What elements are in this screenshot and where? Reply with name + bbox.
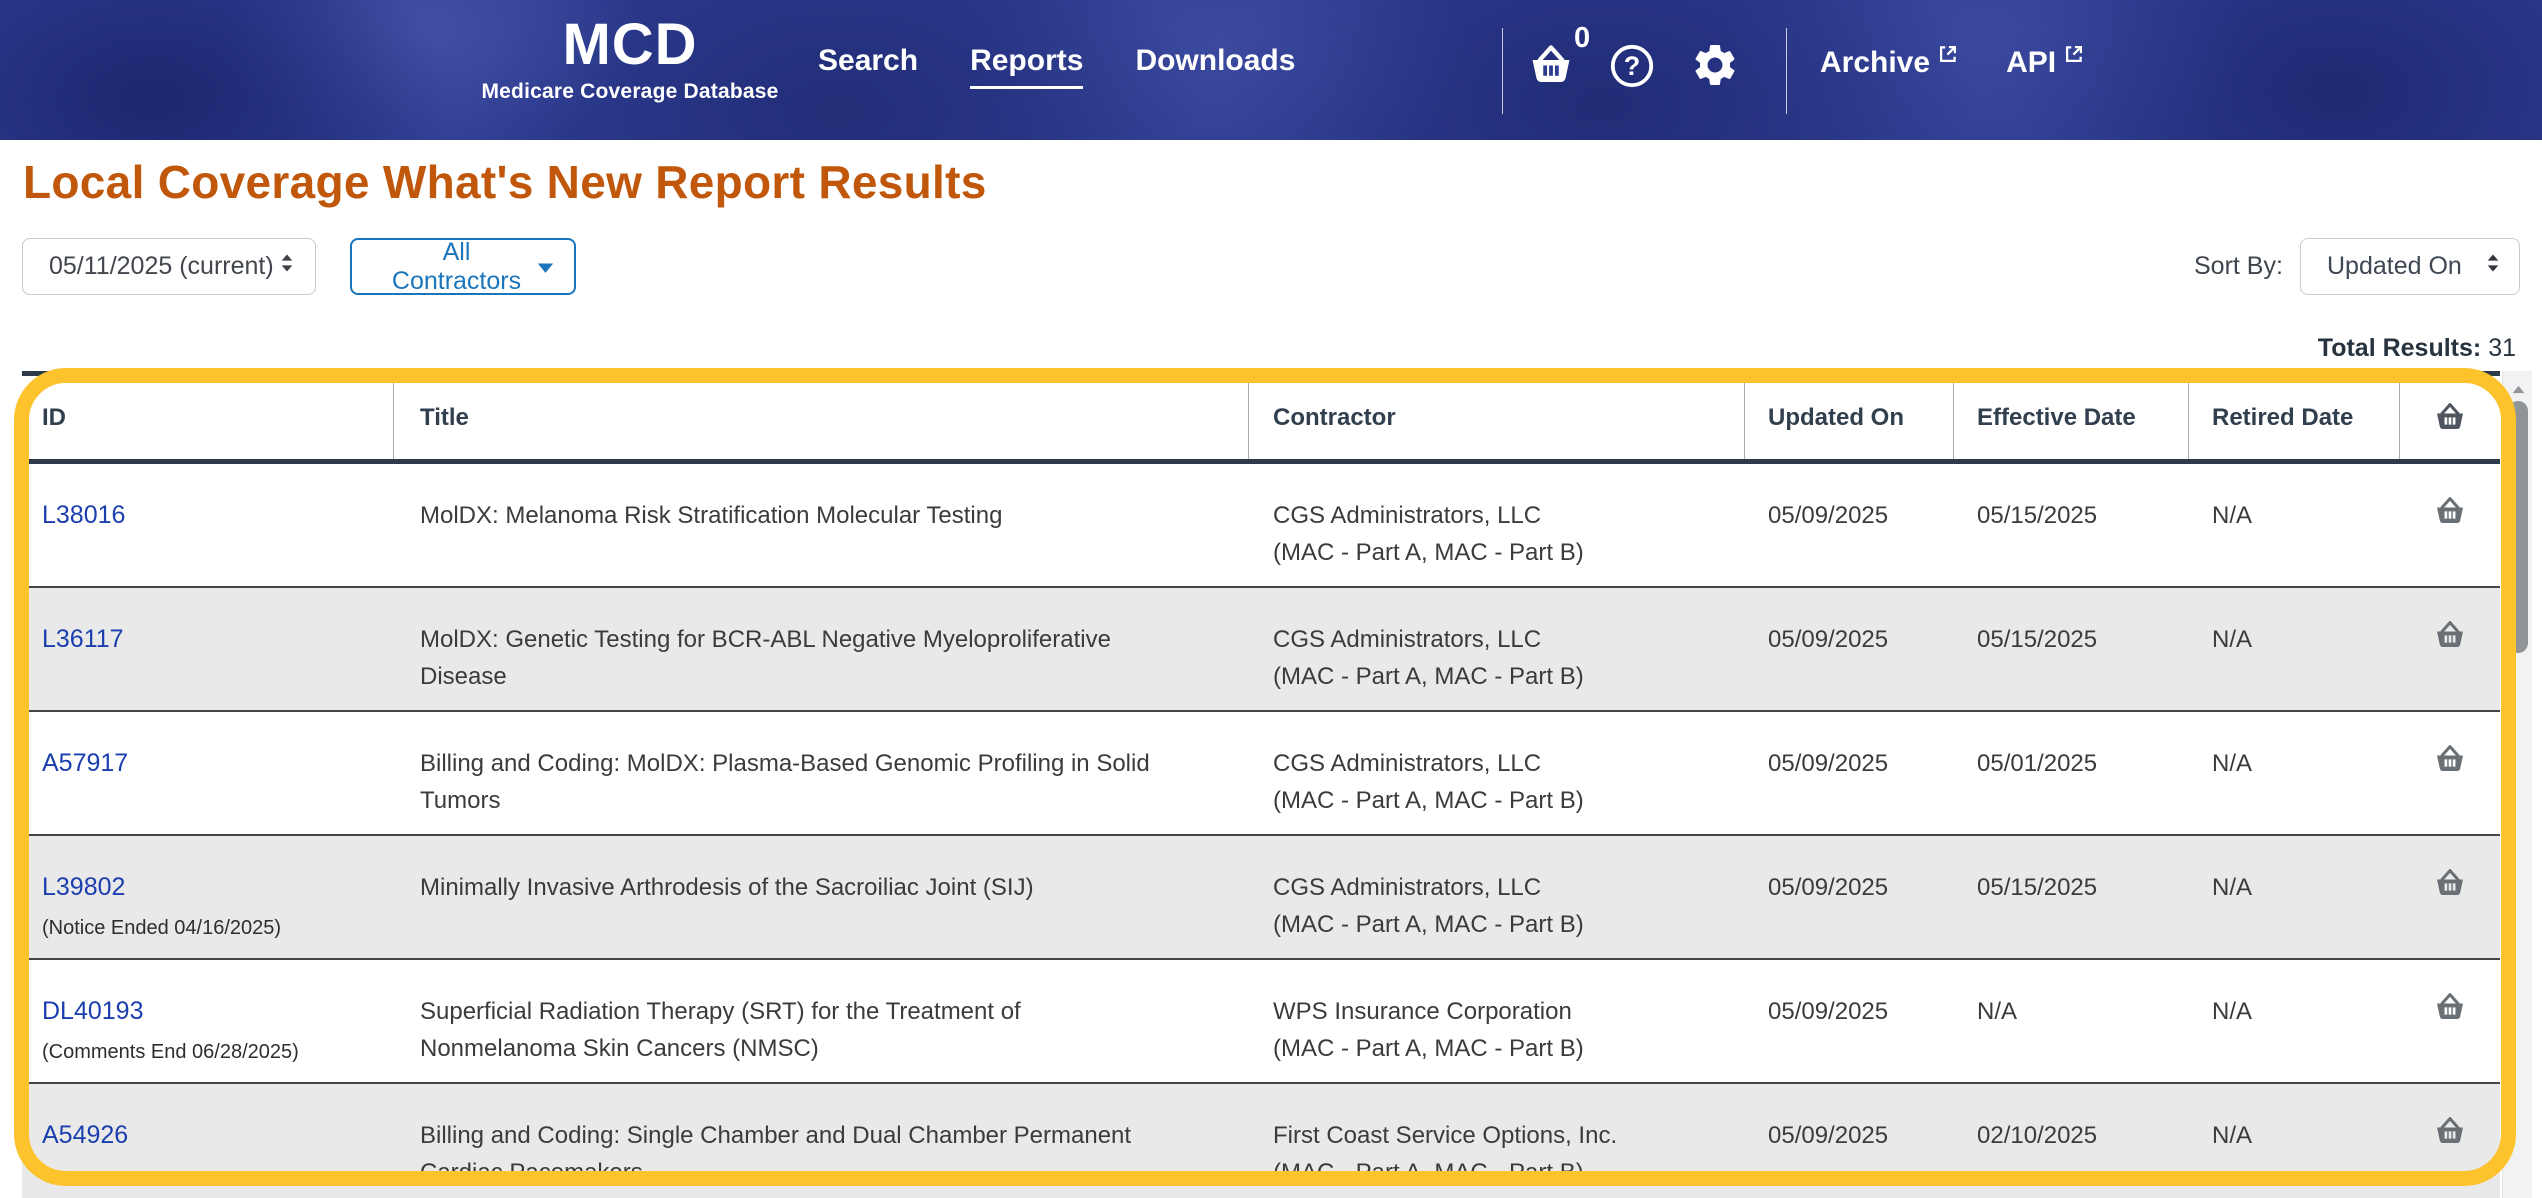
- contractor-type: (MAC - Part A, MAC - Part B): [1273, 787, 1584, 814]
- contractor-type: (MAC - Part A, MAC - Part B): [1273, 539, 1584, 566]
- total-results: Total Results: 31: [2317, 334, 2516, 362]
- add-to-basket-button[interactable]: [2431, 740, 2469, 780]
- document-title: Minimally Invasive Arthrodesis of the Sa…: [420, 874, 1034, 901]
- effective-date-value: 05/15/2025: [1977, 502, 2098, 529]
- document-id-link[interactable]: L38016: [42, 501, 126, 529]
- document-note: (Comments End 06/28/2025): [42, 1041, 299, 1063]
- updown-caret-icon: [279, 251, 295, 282]
- basket-count-badge: 0: [1574, 22, 1591, 54]
- sort-by-select[interactable]: Updated On: [2300, 238, 2520, 295]
- contractor-type: (MAC - Part A, MAC - Part B): [1273, 663, 1584, 690]
- document-title: Superficial Radiation Therapy (SRT) for …: [420, 998, 1021, 1062]
- document-id-link[interactable]: L39802: [42, 873, 126, 901]
- logo-title: MCD: [562, 12, 698, 77]
- effective-date-value: N/A: [1977, 998, 2018, 1025]
- updated-on-value: 05/09/2025: [1768, 874, 1889, 901]
- contractor-type: (MAC - Part A, MAC - Part B): [1273, 1035, 1584, 1062]
- retired-date-value: N/A: [2212, 874, 2253, 901]
- table-row: L38016 MolDX: Melanoma Risk Stratificati…: [22, 464, 2500, 588]
- page-title: Local Coverage What's New Report Results: [23, 156, 987, 208]
- retired-date-value: N/A: [2212, 750, 2253, 777]
- nav-reports[interactable]: Reports: [970, 44, 1084, 89]
- document-id-link[interactable]: L36117: [42, 625, 124, 653]
- table-row: L39802 (Notice Ended 04/16/2025) Minimal…: [22, 836, 2500, 960]
- logo-subtitle: Medicare Coverage Database: [481, 80, 779, 103]
- add-to-basket-button[interactable]: [2431, 864, 2469, 904]
- contractor-type: (MAC - Part A, MAC - Part B): [1273, 911, 1584, 938]
- results-table: ID Title Contractor Updated On Effective…: [22, 371, 2500, 1198]
- contractor-name: CGS Administrators, LLC: [1273, 874, 1542, 901]
- external-link-icon: [1936, 40, 1960, 74]
- updated-on-value: 05/09/2025: [1768, 1122, 1889, 1149]
- col-header-updated-on: Updated On: [1745, 376, 1954, 459]
- retired-date-value: N/A: [2212, 998, 2253, 1025]
- help-icon[interactable]: ?: [1608, 42, 1656, 93]
- updated-on-value: 05/09/2025: [1768, 626, 1889, 653]
- contractor-name: CGS Administrators, LLC: [1273, 502, 1542, 529]
- header-divider: [1786, 28, 1787, 114]
- table-row: A54926 Billing and Coding: Single Chambe…: [22, 1084, 2500, 1198]
- gear-icon[interactable]: [1690, 40, 1740, 93]
- col-header-effective-date: Effective Date: [1954, 376, 2189, 459]
- add-to-basket-button[interactable]: [2431, 616, 2469, 656]
- col-header-id: ID: [22, 376, 394, 459]
- contractor-name: WPS Insurance Corporation: [1273, 998, 1572, 1025]
- col-header-title: Title: [394, 376, 1249, 459]
- table-row: DL40193 (Comments End 06/28/2025) Superf…: [22, 960, 2500, 1084]
- add-to-basket-button[interactable]: [2431, 988, 2469, 1028]
- nav-search[interactable]: Search: [818, 44, 919, 77]
- document-id-link[interactable]: A57917: [42, 749, 129, 777]
- chevron-down-icon: [537, 252, 554, 281]
- updated-on-value: 05/09/2025: [1768, 750, 1889, 777]
- contractor-type: (MAC - Part A, MAC - Part B): [1273, 1159, 1584, 1186]
- contractor-name: CGS Administrators, LLC: [1273, 750, 1542, 777]
- all-contractors-button[interactable]: All Contractors: [350, 238, 576, 295]
- archive-link[interactable]: Archive: [1820, 45, 1960, 80]
- effective-date-value: 05/15/2025: [1977, 626, 2098, 653]
- scrollbar-thumb[interactable]: [2508, 401, 2528, 653]
- document-title: MolDX: Genetic Testing for BCR-ABL Negat…: [420, 626, 1111, 690]
- api-link[interactable]: API: [2006, 45, 2086, 80]
- table-header-row: ID Title Contractor Updated On Effective…: [22, 376, 2500, 464]
- main-nav: Search Reports Downloads: [818, 44, 1295, 89]
- col-header-retired-date: Retired Date: [2189, 376, 2400, 459]
- retired-date-value: N/A: [2212, 1122, 2253, 1149]
- contractor-name: First Coast Service Options, Inc.: [1273, 1122, 1618, 1149]
- basket-column-icon[interactable]: [2431, 398, 2469, 438]
- updown-caret-icon: [2485, 251, 2501, 282]
- header-divider: [1502, 28, 1503, 114]
- basket-icon[interactable]: [1524, 38, 1578, 95]
- mcd-logo[interactable]: MCD Medicare Coverage Database: [470, 14, 790, 104]
- effective-date-value: 05/15/2025: [1977, 874, 2098, 901]
- document-id-link[interactable]: DL40193: [42, 997, 144, 1025]
- updated-on-value: 05/09/2025: [1768, 998, 1889, 1025]
- sort-by-label: Sort By:: [2194, 252, 2283, 280]
- document-note: (Notice Ended 04/16/2025): [42, 917, 282, 939]
- table-row: A57917 Billing and Coding: MolDX: Plasma…: [22, 712, 2500, 836]
- document-title: Billing and Coding: MolDX: Plasma-Based …: [420, 750, 1150, 814]
- table-row: L36117 MolDX: Genetic Testing for BCR-AB…: [22, 588, 2500, 712]
- svg-text:?: ?: [1624, 51, 1641, 81]
- contractor-name: CGS Administrators, LLC: [1273, 626, 1542, 653]
- effective-date-value: 05/01/2025: [1977, 750, 2098, 777]
- updated-on-value: 05/09/2025: [1768, 502, 1889, 529]
- external-link-icon: [2062, 40, 2086, 74]
- document-id-link[interactable]: A54926: [42, 1121, 129, 1149]
- table-scrollbar[interactable]: [2502, 371, 2532, 1198]
- site-header: MCD Medicare Coverage Database Search Re…: [0, 0, 2542, 140]
- report-date-select[interactable]: 05/11/2025 (current): [22, 238, 316, 295]
- add-to-basket-button[interactable]: [2431, 492, 2469, 532]
- effective-date-value: 02/10/2025: [1977, 1122, 2098, 1149]
- add-to-basket-button[interactable]: [2431, 1112, 2469, 1152]
- retired-date-value: N/A: [2212, 626, 2253, 653]
- document-title: MolDX: Melanoma Risk Stratification Mole…: [420, 502, 1003, 529]
- document-title: Billing and Coding: Single Chamber and D…: [420, 1122, 1132, 1186]
- scroll-up-arrow-icon[interactable]: [2512, 381, 2525, 399]
- retired-date-value: N/A: [2212, 502, 2253, 529]
- nav-downloads[interactable]: Downloads: [1135, 44, 1296, 77]
- col-header-contractor: Contractor: [1249, 376, 1745, 459]
